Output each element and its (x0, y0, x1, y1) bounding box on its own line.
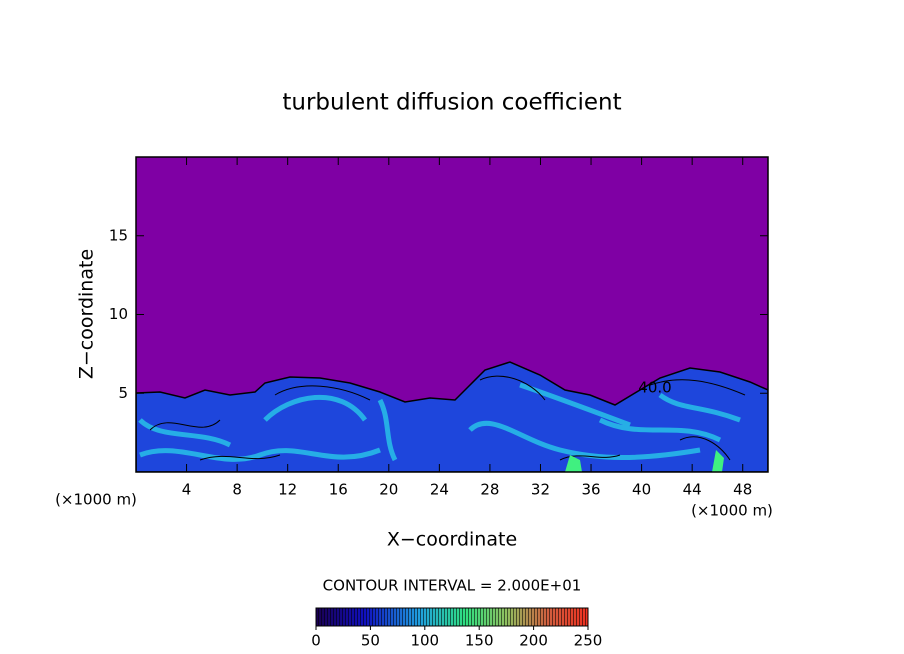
x-tick-label: 28 (480, 481, 499, 499)
y-tick-label: 15 (109, 226, 128, 244)
x-tick-label: 40 (632, 481, 651, 499)
x-tick-label: 24 (430, 481, 449, 499)
field (136, 157, 768, 472)
colorbar-tick-label: 50 (361, 632, 380, 650)
contour-interval: CONTOUR INTERVAL = 2.000E+01 (323, 577, 582, 595)
colorbar-tick-label: 100 (410, 632, 439, 650)
contour-lines (149, 375, 746, 461)
turbulent-layer (136, 361, 768, 472)
x-tick-label: 36 (581, 481, 600, 499)
contour-label: 40.0 (638, 379, 671, 397)
x-tick-label: 20 (379, 481, 398, 499)
x-tick-label: 8 (232, 481, 242, 499)
x-tick-label: 4 (182, 481, 192, 499)
x-tick-label: 32 (531, 481, 550, 499)
colorbar-stripes (316, 608, 588, 626)
x-axis-label: X−coordinate (387, 529, 517, 551)
x-tick-label: 44 (683, 481, 702, 499)
y-tick-label: 10 (109, 305, 128, 323)
y-unit-label: (×1000 m) (55, 491, 137, 509)
chart-title: turbulent diffusion coefficient (282, 90, 621, 116)
green-spot (565, 450, 724, 472)
x-tick-label: 48 (733, 481, 752, 499)
y-tick-label: 5 (118, 384, 128, 402)
colorbar-tick-label: 200 (519, 632, 548, 650)
x-tick-label: 16 (329, 481, 348, 499)
cyan-filaments (138, 382, 741, 462)
x-unit-label: (×1000 m) (691, 502, 773, 520)
y-axis-label: Z−coordinate (76, 249, 98, 379)
x-tick-label: 12 (278, 481, 297, 499)
colorbar-frame (315, 607, 589, 627)
colorbar-tick-label: 150 (465, 632, 494, 650)
colorbar-tick-label: 250 (574, 632, 603, 650)
colorbar-tick-label: 0 (311, 632, 321, 650)
